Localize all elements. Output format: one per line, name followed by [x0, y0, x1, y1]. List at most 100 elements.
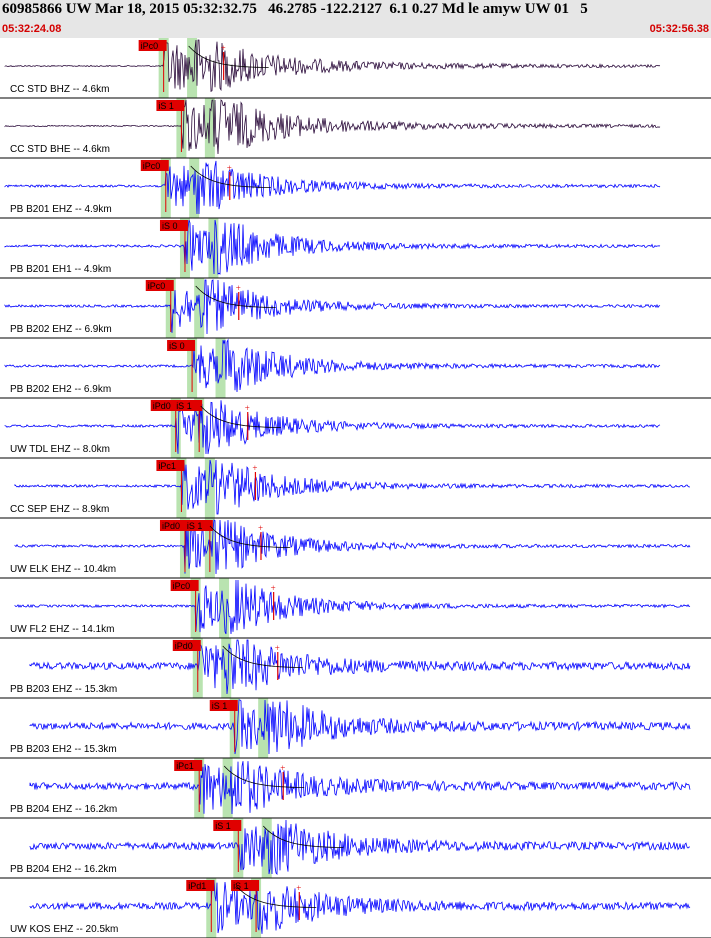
pick-label: iS 1: [187, 521, 203, 531]
trace-label: PB B202 EHZ -- 6.9km: [10, 324, 112, 335]
waveform: [4, 99, 661, 155]
waveform: [4, 399, 661, 455]
waveform: [29, 699, 691, 755]
pick-label: iPd1: [188, 881, 206, 891]
phase-pick[interactable]: iPc0: [145, 280, 174, 332]
pick-label: iPc1: [158, 461, 176, 471]
waveform: [4, 160, 661, 215]
pick-label: iS 0: [162, 221, 178, 231]
pick-flag: [159, 220, 188, 231]
pick-label: iPd0: [162, 521, 180, 531]
trace-row[interactable]: iPc1 + PB B204 EHZ -- 16.2km: [0, 760, 711, 819]
trace-row[interactable]: iS 1 PB B204 EH2 -- 16.2km: [0, 819, 711, 879]
phase-pick[interactable]: iPc1: [156, 460, 185, 512]
pick-label: iS 1: [158, 101, 174, 111]
waveform: [14, 579, 691, 635]
waveform: [4, 39, 661, 92]
trace-row[interactable]: iS 0 PB B202 EH2 -- 6.9km: [0, 338, 711, 399]
trace-row[interactable]: iS 1 CC STD BHE -- 4.6km: [0, 99, 711, 159]
trace-label: PB B201 EHZ -- 4.9km: [10, 204, 112, 215]
pick-label: iS 1: [215, 821, 231, 831]
waveform: [4, 219, 661, 275]
trace-row[interactable]: iPc0 + CC STD BHZ -- 4.6km: [0, 39, 711, 99]
trace-row[interactable]: iPd0 + PB B203 EHZ -- 15.3km: [0, 639, 711, 699]
decay-curve: [223, 765, 305, 788]
coda-plus: +: [252, 463, 257, 473]
phase-pick[interactable]: iS 1: [209, 700, 238, 752]
waveform: [29, 819, 690, 876]
trace-label: UW TDL EHZ -- 8.0km: [10, 444, 110, 455]
pick-flag: [159, 520, 188, 531]
trace-label: CC STD BHZ -- 4.6km: [10, 84, 109, 95]
trace-row[interactable]: iPc1 + CC SEP EHZ -- 8.9km: [0, 459, 711, 519]
trace-row[interactable]: iPd0 iS 1 + UW ELK EHZ -- 10.4km: [0, 519, 711, 579]
trace-row[interactable]: iPd0 iS 1 + UW TDL EHZ -- 8.0km: [0, 399, 711, 459]
trace-label: PB B204 EH2 -- 16.2km: [10, 864, 117, 875]
pick-label: iPd0: [153, 401, 171, 411]
phase-pick[interactable]: iS 0: [159, 220, 188, 272]
decay-curve: [235, 885, 317, 908]
decay-curve: [200, 405, 281, 428]
header-bar: 60985866 UW Mar 18, 2015 05:32:32.75 46.…: [0, 0, 711, 38]
phase-pick[interactable]: iPd0: [172, 640, 201, 692]
pick-flag: [167, 340, 196, 351]
phase-pick[interactable]: iS 1: [156, 100, 185, 152]
phase-pick[interactable]: iPc0: [170, 580, 199, 632]
coda-plus: +: [227, 163, 232, 173]
trace-row[interactable]: iS 0 PB B201 EH1 -- 4.9km: [0, 219, 711, 279]
pick-label: iS 0: [169, 341, 185, 351]
pick-label: iPc0: [148, 281, 166, 291]
coda-plus: +: [296, 883, 301, 893]
waveform: [29, 761, 691, 815]
decay-curve: [195, 285, 276, 308]
coda-plus: +: [245, 403, 250, 413]
trace-label: UW ELK EHZ -- 10.4km: [10, 564, 116, 575]
phase-pick[interactable]: iS 1: [184, 520, 213, 572]
waveform: [4, 338, 661, 393]
trace-label: PB B204 EHZ -- 16.2km: [10, 804, 117, 815]
pick-flag: [172, 640, 201, 651]
pick-flag: [174, 400, 203, 411]
trace-rows: iPc0 + CC STD BHZ -- 4.6km iS 1 CC STD BHE -…: [0, 39, 711, 938]
pick-flag: [213, 820, 242, 831]
pick-flag: [231, 880, 260, 891]
phase-pick[interactable]: iPc1: [174, 760, 203, 812]
phase-pick[interactable]: iS 1: [174, 400, 203, 452]
waveform: [14, 519, 691, 575]
event-title: 60985866 UW Mar 18, 2015 05:32:32.75 46.…: [2, 1, 588, 17]
theoretical-curves: [188, 45, 344, 908]
trace-label: PB B203 EH2 -- 15.3km: [10, 744, 117, 755]
pick-label: iPd0: [175, 641, 193, 651]
trace-label: UW KOS EHZ -- 20.5km: [10, 924, 118, 935]
trace-row[interactable]: iS 1 PB B203 EH2 -- 15.3km: [0, 699, 711, 759]
phase-pick[interactable]: iPc0: [140, 160, 169, 212]
coda-plus: +: [221, 43, 226, 53]
phase-pick[interactable]: iS 1: [213, 820, 242, 872]
pick-label: iPc1: [176, 761, 194, 771]
trace-row[interactable]: iPc0 + PB B202 EHZ -- 6.9km: [0, 279, 711, 339]
phase-pick[interactable]: iPd1: [186, 880, 215, 932]
waveform: [29, 639, 691, 695]
pick-flag: [184, 520, 213, 531]
decay-curve: [222, 645, 303, 668]
coda-plus: +: [280, 763, 285, 773]
pick-label: iPc0: [141, 41, 159, 51]
phase-pick[interactable]: iS 0: [167, 340, 196, 392]
end-time: 05:32:56.38: [649, 23, 709, 35]
pick-label: iS 1: [233, 881, 249, 891]
pick-flag: [209, 700, 238, 711]
trace-row[interactable]: iPd1 iS 1 + UW KOS EHZ -- 20.5km: [0, 879, 711, 938]
decay-curve: [190, 165, 271, 188]
trace-row[interactable]: iPc0 + UW FL2 EHZ -- 14.1km: [0, 579, 711, 639]
phase-pick[interactable]: iPc0: [138, 40, 167, 92]
pick-flag: [138, 40, 167, 51]
phase-pick[interactable]: iS 1: [231, 880, 260, 932]
pick-flag: [156, 460, 185, 471]
waveform: [14, 459, 691, 515]
trace-row[interactable]: iPc0 + PB B201 EHZ -- 4.9km: [0, 160, 711, 219]
waveform: [29, 879, 691, 934]
seismogram-panel[interactable]: iPc0 + CC STD BHZ -- 4.6km iS 1 CC STD BHE -…: [0, 38, 711, 938]
pick-flag: [170, 580, 199, 591]
coda-plus: +: [271, 583, 276, 593]
pick-label: iS 1: [176, 401, 192, 411]
